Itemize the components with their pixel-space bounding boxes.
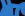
Text: 1 sidereal day: 1 sidereal day [0, 0, 25, 6]
Text: $\frac{1}{2}$ sidereal day: $\frac{1}{2}$ sidereal day [0, 0, 25, 11]
Text: $\omega_0$: $\omega_0$ [6, 0, 25, 16]
Text: $m_F\!=\!+3/2$: $m_F\!=\!+3/2$ [0, 0, 25, 10]
Text: $m_F\!=\!-3/2$: $m_F\!=\!-3/2$ [0, 0, 25, 6]
Text: $\omega_0$: $\omega_0$ [6, 0, 25, 16]
Text: $\omega_0$: $\omega_0$ [6, 0, 25, 16]
Text: $\omega_0\!-\!\omega_q$: $\omega_0\!-\!\omega_q$ [6, 0, 25, 16]
Text: frequency: frequency [0, 0, 9, 16]
Text: $\omega_0$: $\omega_0$ [16, 0, 25, 16]
Text: $\omega_0\!+\!\omega_d$: $\omega_0\!+\!\omega_d$ [6, 0, 25, 16]
Text: $m_F\!=\!+1/2$: $m_F\!=\!+1/2$ [0, 0, 25, 9]
Text: time: time [0, 5, 25, 16]
Text: $m_F\!=\!+1/2$: $m_F\!=\!+1/2$ [0, 0, 25, 14]
Text: time: time [0, 11, 25, 16]
Text: $\omega_0$: $\omega_0$ [15, 0, 25, 16]
Text: $\omega_0\!+\!\omega_d$: $\omega_0\!+\!\omega_d$ [6, 0, 25, 16]
Text: $m_F\!=\!-3/2$: $m_F\!=\!-3/2$ [0, 0, 25, 11]
Text: $\omega_0\!-\!\omega_q$: $\omega_0\!-\!\omega_q$ [16, 0, 25, 16]
Text: $\omega_0\!+\!\omega_q$: $\omega_0\!+\!\omega_q$ [6, 0, 25, 16]
Text: $m_F\!=\!-1/2$: $m_F\!=\!-1/2$ [0, 0, 25, 12]
Text: $\omega_0$: $\omega_0$ [6, 0, 25, 16]
Text: $m_F\!=\!+1/2$: $m_F\!=\!+1/2$ [0, 0, 25, 3]
Text: $m_F\!=\!+3/2$: $m_F\!=\!+3/2$ [0, 0, 25, 4]
Text: $\omega_0\!+\!\omega_q$: $\omega_0\!+\!\omega_q$ [16, 0, 25, 16]
Text: $m_F\!=\!-3/2$: $m_F\!=\!-3/2$ [0, 0, 25, 1]
Text: $\omega_0\!+\!\omega_d$: $\omega_0\!+\!\omega_d$ [0, 10, 14, 16]
Text: $\omega_0\!+\!\omega_d$: $\omega_0\!+\!\omega_d$ [6, 0, 25, 16]
Text: $m_F\!=\!-1/2$: $m_F\!=\!-1/2$ [0, 0, 25, 2]
Text: $m_F\!=\!+3/2$: $m_F\!=\!+3/2$ [0, 0, 25, 15]
Text: $m_F\!=\!-1/2$: $m_F\!=\!-1/2$ [0, 0, 25, 7]
